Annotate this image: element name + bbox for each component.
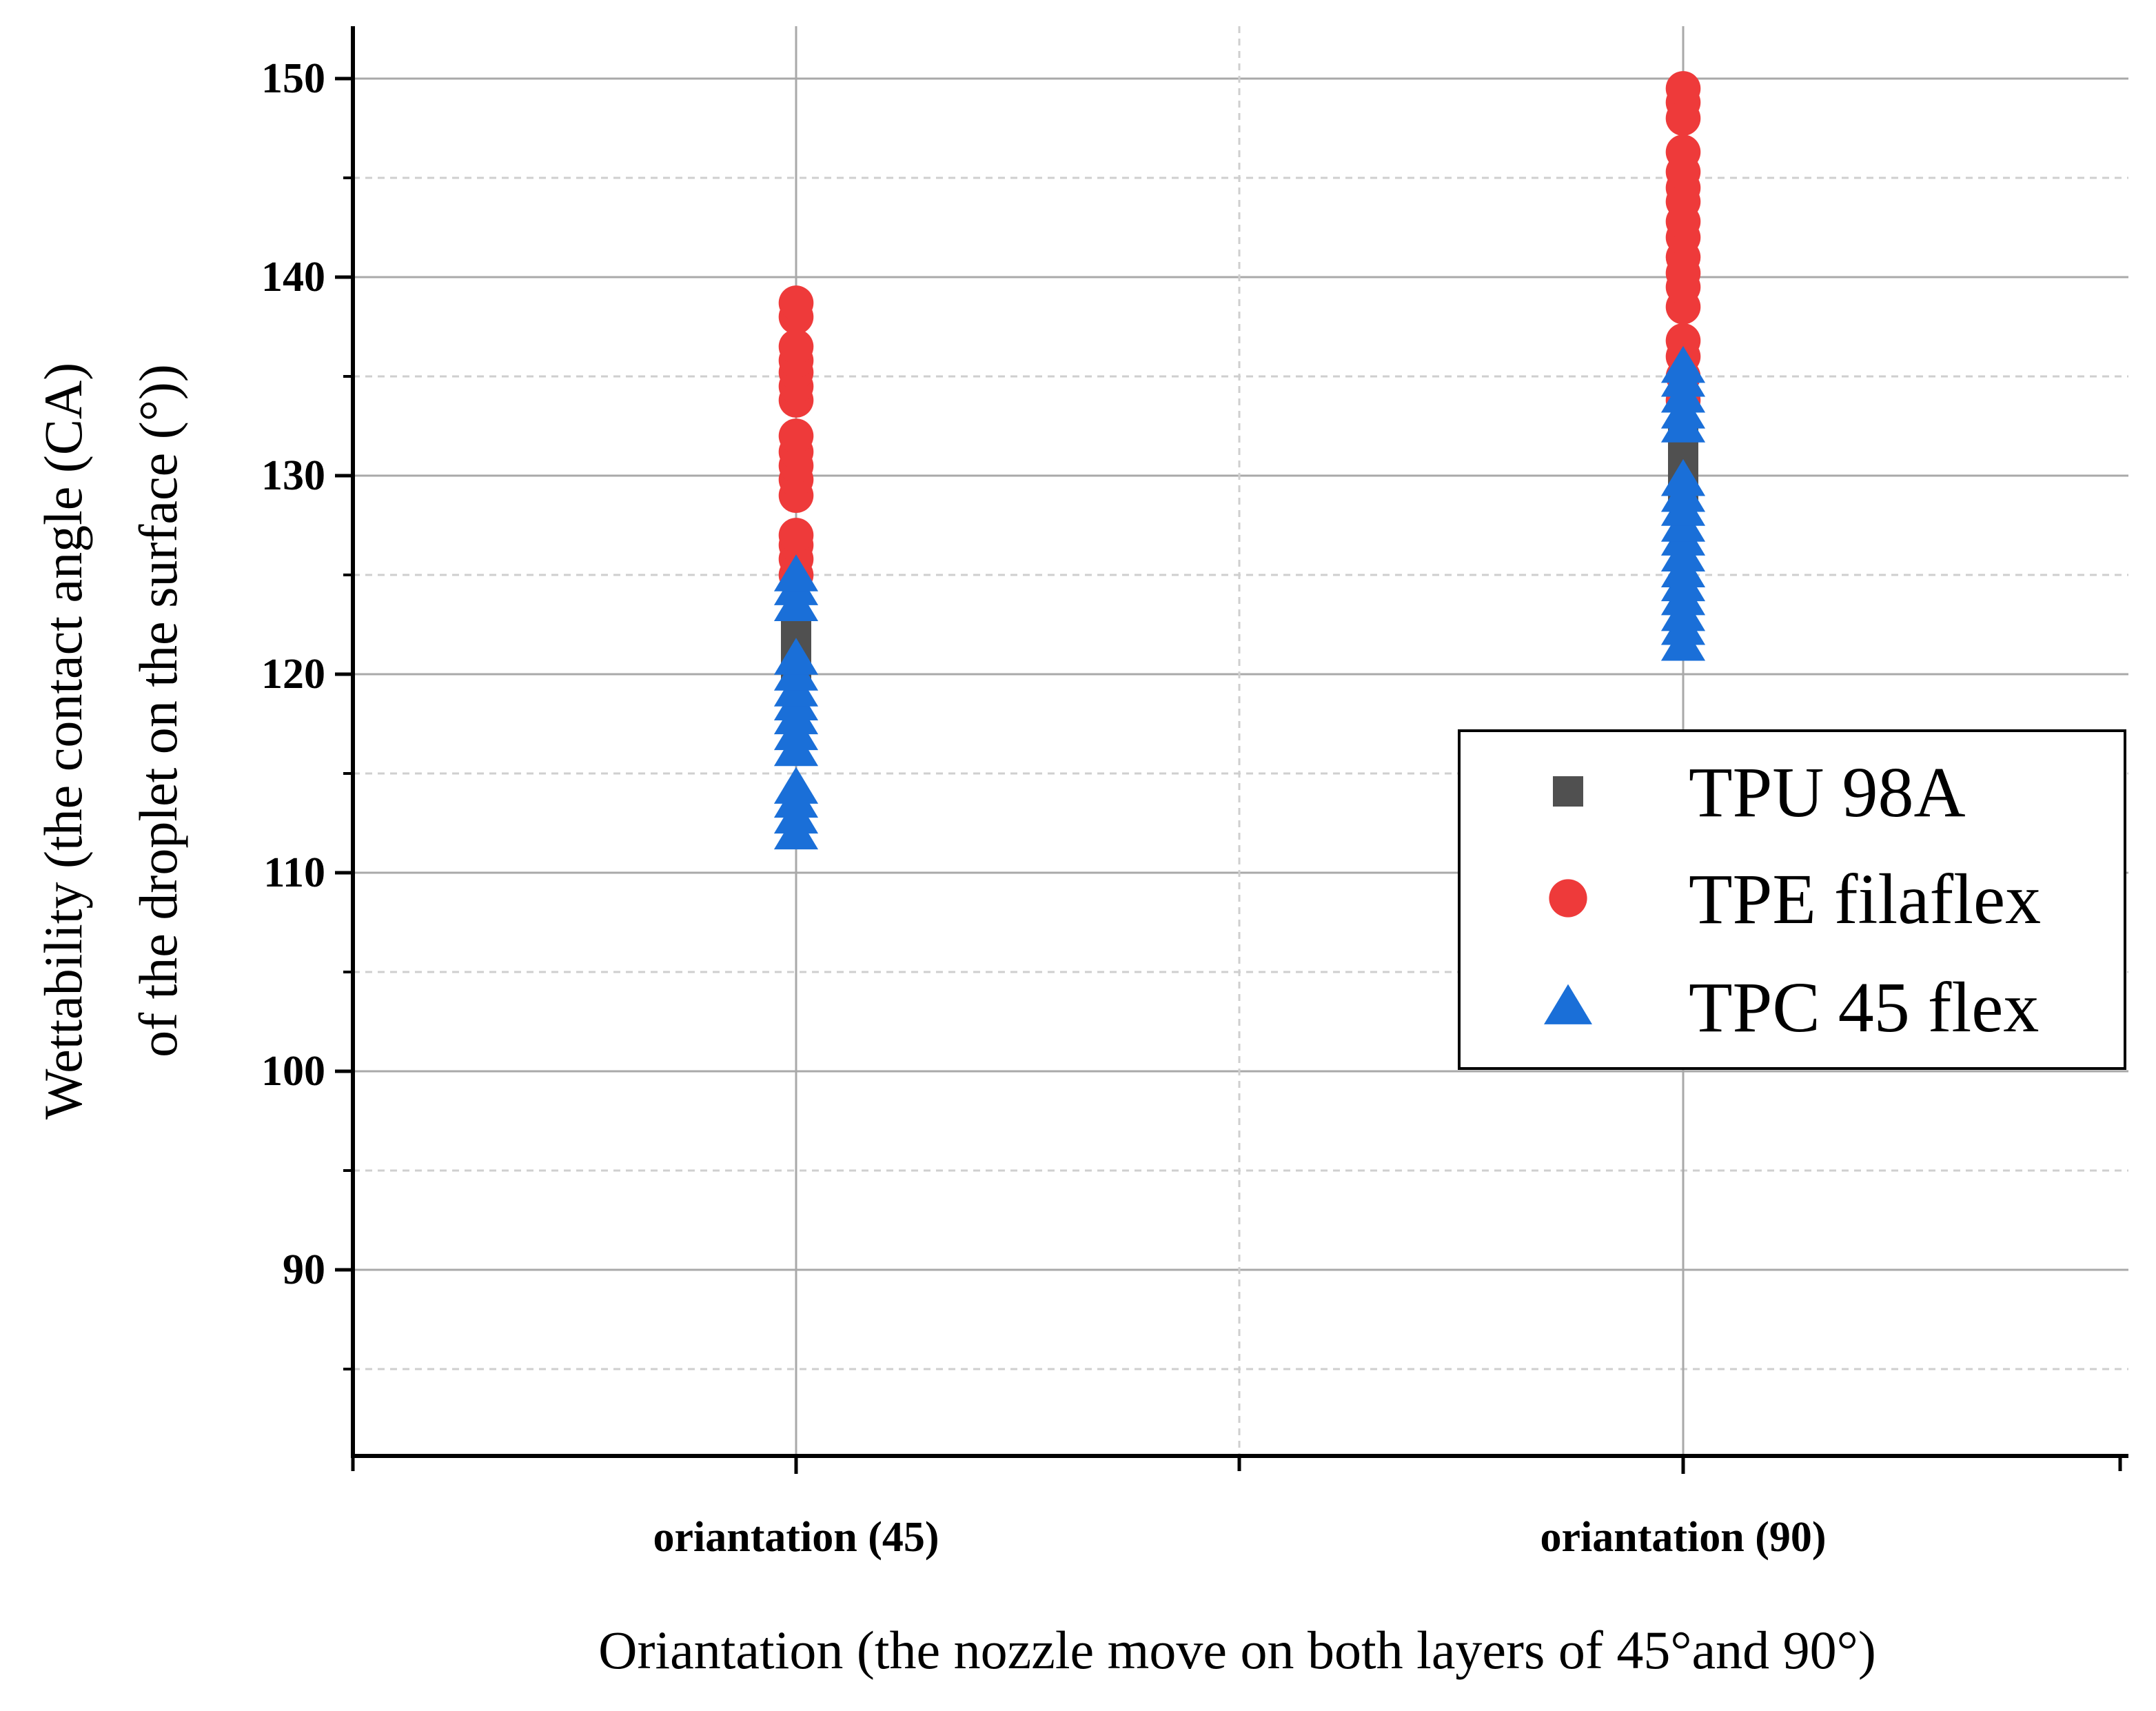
y-axis-title-line-2: of the droplet on the surface (°)): [128, 364, 188, 1057]
y-tick-label: 100: [261, 1048, 325, 1095]
legend-marker-tpc-45-flex: [1544, 984, 1592, 1024]
data-point-tpc-45-flex: [773, 554, 819, 591]
legend-marker-tpe-filaflex: [1549, 879, 1587, 918]
data-point-tpe-filaflex: [778, 285, 814, 321]
legend-label-tpu-98a: TPU 98A: [1689, 753, 1966, 832]
legend-label-tpc-45-flex: TPC 45 flex: [1689, 968, 2039, 1047]
data-point-tpc-45-flex: [773, 638, 819, 675]
y-tick-label: 130: [261, 452, 325, 499]
data-point-tpe-filaflex: [1665, 71, 1701, 106]
series-tpc-45-flex: [773, 345, 1706, 850]
y-tick-label: 120: [261, 651, 325, 698]
data-point-tpc-45-flex: [1660, 345, 1706, 383]
x-category-label: oriantation (90): [1540, 1514, 1826, 1561]
data-point-tpe-filaflex: [778, 518, 814, 553]
data-point-tpe-filaflex: [1665, 134, 1701, 170]
y-tick-label: 150: [261, 55, 325, 102]
legend-marker-tpu-98a: [1553, 776, 1583, 807]
ticks: 90 100 110 120 130 140 150 oriantation (45) oria…: [261, 55, 2122, 1561]
y-axis-title-line-1: Wettability (the contact angle (CA): [33, 363, 93, 1120]
legend-label-tpe-filaflex: TPE filaflex: [1689, 860, 2041, 939]
data-point-tpe-filaflex: [778, 418, 814, 454]
data-point-tpc-45-flex: [1660, 459, 1706, 496]
y-tick-label: 110: [263, 849, 325, 896]
data-point-tpe-filaflex: [1665, 323, 1701, 358]
y-tick-label: 90: [283, 1246, 325, 1293]
data-markers: [773, 71, 1706, 850]
legend: TPU 98A TPE filaflex TPC 45 flex: [1458, 729, 2126, 1070]
data-point-tpe-filaflex: [778, 329, 814, 365]
y-tick-label: 140: [261, 254, 325, 301]
data-point-tpc-45-flex: [773, 767, 819, 804]
x-axis-title: Oriantation (the nozzle move on both lay…: [598, 1620, 1876, 1680]
x-category-label: oriantation (45): [653, 1514, 939, 1561]
